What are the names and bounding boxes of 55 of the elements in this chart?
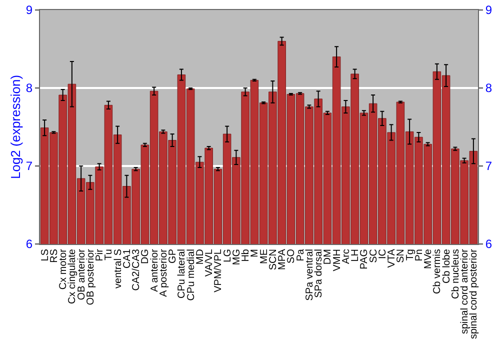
x-tick-label: OB anterior: [76, 248, 88, 300]
x-tick-label: Arc: [340, 249, 352, 264]
x-tick-label: spinal cord anterior: [460, 248, 471, 334]
y2-tick-label: 6: [485, 237, 492, 252]
y2-tick-label: 9: [485, 3, 492, 18]
x-tick-label: SPa dorsal: [314, 249, 325, 298]
x-tick-label: SC: [368, 249, 380, 263]
x-tick-label: MD: [194, 249, 206, 265]
x-tick-label: RS: [48, 248, 60, 263]
x-tick-label: ventral S: [112, 248, 124, 288]
x-tick-label: A anterior: [149, 248, 160, 292]
x-tick-label: Pn: [414, 249, 425, 262]
x-tick-label: ME: [258, 248, 270, 264]
x-tick-label: MVe: [423, 248, 434, 270]
x-tick-label: Cb lobe: [441, 248, 452, 284]
x-tick-label: MPA: [277, 248, 288, 270]
x-tick-label: LS: [40, 248, 51, 262]
y2-tick-label: 7: [485, 159, 492, 174]
x-tick-label: PAG: [359, 248, 370, 270]
x-tick-label: CPu lateral: [176, 249, 188, 298]
x-tick-label: spinal cord posterior: [468, 248, 480, 340]
y-axis-title: Log2 (expression): [8, 74, 23, 180]
x-tick-label: IC: [377, 249, 388, 259]
x-tick-label: SPa ventral: [304, 249, 316, 301]
x-tick-label: DM: [322, 249, 334, 265]
x-tick-label: Pa: [295, 248, 306, 262]
x-tick-label: Cx cingulate: [67, 248, 78, 304]
x-tick-label: VMH: [332, 249, 343, 272]
x-tick-label: LH: [350, 249, 362, 262]
x-tick-label: Cb vermis: [432, 249, 444, 294]
x-tick-label: M: [250, 249, 261, 258]
x-tick-label: VPM/VPL: [213, 248, 224, 292]
x-tick-label: DG: [140, 248, 152, 264]
x-tick-label: Tg: [404, 249, 416, 261]
x-tick-label: Cb nucleus: [450, 249, 462, 300]
y-tick-label: 7: [26, 159, 33, 174]
y-tick-label: 6: [26, 237, 33, 252]
y-tick-label: 8: [26, 81, 33, 96]
x-tick-label: A posterior: [158, 248, 170, 297]
x-tick-label: CA1: [122, 248, 133, 268]
x-tick-label: Hb: [240, 248, 252, 262]
x-tick-label: Tu: [104, 249, 115, 260]
y2-tick-label: 8: [485, 81, 492, 96]
x-tick-label: MG: [231, 248, 242, 266]
y-tick-label: 9: [26, 3, 33, 18]
x-tick-label: CA2/CA3: [131, 248, 142, 291]
x-tick-label: VTA: [386, 248, 398, 268]
x-tick-label: GP: [168, 248, 179, 264]
x-tick-label: CPu medial: [186, 249, 197, 301]
x-tick-label: Pir: [94, 248, 106, 262]
x-tick-label: SN: [396, 249, 407, 263]
x-tick-label: OB posterior: [85, 248, 96, 306]
x-tick-label: SO: [286, 248, 298, 264]
x-tick-label: SCN: [268, 249, 279, 270]
x-tick-label: LG: [222, 248, 234, 262]
